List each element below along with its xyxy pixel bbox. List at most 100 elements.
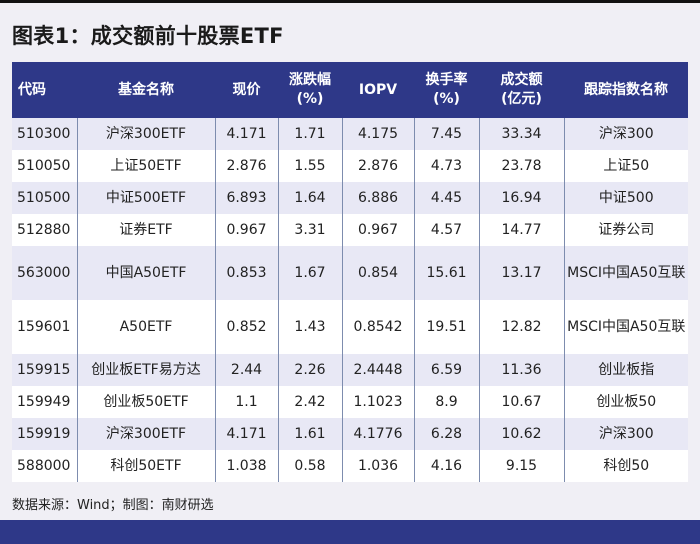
cell-price: 0.967 [214, 214, 278, 246]
cell-change: 1.71 [277, 118, 342, 150]
cell-iopv: 0.8542 [341, 300, 414, 354]
cell-name: 创业板ETF易方达 [76, 354, 215, 386]
bottom-bar [0, 520, 700, 544]
cell-volume: 10.62 [478, 418, 564, 450]
cell-price: 6.893 [214, 182, 278, 214]
cell-name: 证券ETF [76, 214, 215, 246]
cell-turnover: 6.28 [413, 418, 479, 450]
cell-name: 中国A50ETF [76, 246, 215, 300]
cell-price: 1.1 [214, 386, 278, 418]
cell-price: 0.852 [214, 300, 278, 354]
cell-price: 0.853 [214, 246, 278, 300]
cell-volume: 9.15 [478, 450, 564, 482]
page-title: 图表1：成交额前十股票ETF [12, 24, 284, 48]
table-row: 510300 沪深300ETF 4.171 1.71 4.175 7.45 33… [12, 118, 688, 150]
cell-iopv: 2.876 [341, 150, 414, 182]
table-row: 563000 中国A50ETF 0.853 1.67 0.854 15.61 1… [12, 246, 688, 300]
cell-iopv: 4.1776 [341, 418, 414, 450]
cell-volume: 13.17 [478, 246, 564, 300]
cell-volume: 11.36 [478, 354, 564, 386]
table-row: 510500 中证500ETF 6.893 1.64 6.886 4.45 16… [12, 182, 688, 214]
header-volume-line1: 成交额 [500, 72, 543, 88]
cell-turnover: 6.59 [413, 354, 479, 386]
table-row: 512880 证券ETF 0.967 3.31 0.967 4.57 14.77… [12, 214, 688, 246]
cell-code: 159949 [12, 386, 77, 418]
header-iopv: IOPV [342, 62, 414, 118]
cell-change: 3.31 [277, 214, 342, 246]
cell-change: 1.43 [277, 300, 342, 354]
cell-code: 563000 [12, 246, 77, 300]
cell-name: 沪深300ETF [76, 118, 215, 150]
cell-change: 2.26 [277, 354, 342, 386]
cell-volume: 14.77 [478, 214, 564, 246]
cell-volume: 10.67 [478, 386, 564, 418]
cell-price: 1.038 [214, 450, 278, 482]
cell-name: 创业板50ETF [76, 386, 215, 418]
cell-index: MSCI中国A50互联 [563, 246, 688, 300]
cell-turnover: 4.16 [413, 450, 479, 482]
cell-turnover: 4.57 [413, 214, 479, 246]
table-body: 510300 沪深300ETF 4.171 1.71 4.175 7.45 33… [12, 118, 688, 482]
cell-code: 159919 [12, 418, 77, 450]
cell-iopv: 4.175 [341, 118, 414, 150]
cell-code: 512880 [12, 214, 77, 246]
cell-index: 证券公司 [563, 214, 688, 246]
cell-code: 159601 [12, 300, 77, 354]
cell-iopv: 1.1023 [341, 386, 414, 418]
cell-turnover: 4.45 [413, 182, 479, 214]
cell-change: 1.67 [277, 246, 342, 300]
cell-name: 上证50ETF [76, 150, 215, 182]
cell-change: 2.42 [277, 386, 342, 418]
table-header: 代码 基金名称 现价 涨跌幅 (%) IOPV 换手率 (%) 成交额 (亿元)… [12, 62, 688, 118]
cell-turnover: 15.61 [413, 246, 479, 300]
cell-code: 510500 [12, 182, 77, 214]
cell-price: 2.44 [214, 354, 278, 386]
cell-price: 2.876 [214, 150, 278, 182]
cell-iopv: 2.4448 [341, 354, 414, 386]
cell-index: 科创50 [563, 450, 688, 482]
table-row: 510050 上证50ETF 2.876 1.55 2.876 4.73 23.… [12, 150, 688, 182]
cell-change: 1.64 [277, 182, 342, 214]
cell-index: 中证500 [563, 182, 688, 214]
header-volume-line2: (亿元) [501, 91, 542, 107]
cell-volume: 23.78 [478, 150, 564, 182]
cell-index: 创业板指 [563, 354, 688, 386]
cell-turnover: 8.9 [413, 386, 479, 418]
header-price: 现价 [215, 62, 278, 118]
header-change-line2: (%) [296, 91, 324, 107]
table-row: 159949 创业板50ETF 1.1 2.42 1.1023 8.9 10.6… [12, 386, 688, 418]
cell-index: 沪深300 [563, 418, 688, 450]
cell-change: 1.61 [277, 418, 342, 450]
cell-iopv: 6.886 [341, 182, 414, 214]
header-change-line1: 涨跌幅 [289, 72, 331, 88]
header-change: 涨跌幅 (%) [278, 62, 342, 118]
cell-iopv: 1.036 [341, 450, 414, 482]
cell-price: 4.171 [214, 118, 278, 150]
cell-code: 510050 [12, 150, 77, 182]
header-turnover: 换手率 (%) [414, 62, 479, 118]
cell-index: 创业板50 [563, 386, 688, 418]
header-index: 跟踪指数名称 [564, 62, 688, 118]
cell-iopv: 0.967 [341, 214, 414, 246]
cell-change: 0.58 [277, 450, 342, 482]
table-row: 159601 A50ETF 0.852 1.43 0.8542 19.51 12… [12, 300, 688, 354]
cell-name: 科创50ETF [76, 450, 215, 482]
cell-turnover: 7.45 [413, 118, 479, 150]
header-code: 代码 [12, 62, 77, 118]
cell-price: 4.171 [214, 418, 278, 450]
table-row: 159915 创业板ETF易方达 2.44 2.26 2.4448 6.59 1… [12, 354, 688, 386]
cell-index: 沪深300 [563, 118, 688, 150]
table-row: 588000 科创50ETF 1.038 0.58 1.036 4.16 9.1… [12, 450, 688, 482]
cell-code: 510300 [12, 118, 77, 150]
etf-table: 代码 基金名称 现价 涨跌幅 (%) IOPV 换手率 (%) 成交额 (亿元)… [12, 62, 688, 482]
header-turnover-line2: (%) [433, 91, 460, 107]
header-volume: 成交额 (亿元) [479, 62, 564, 118]
cell-name: A50ETF [76, 300, 215, 354]
table-row: 159919 沪深300ETF 4.171 1.61 4.1776 6.28 1… [12, 418, 688, 450]
cell-turnover: 19.51 [413, 300, 479, 354]
cell-change: 1.55 [277, 150, 342, 182]
top-rule [0, 0, 700, 3]
source-note: 数据来源：Wind；制图：南财研选 [12, 498, 214, 513]
cell-volume: 33.34 [478, 118, 564, 150]
